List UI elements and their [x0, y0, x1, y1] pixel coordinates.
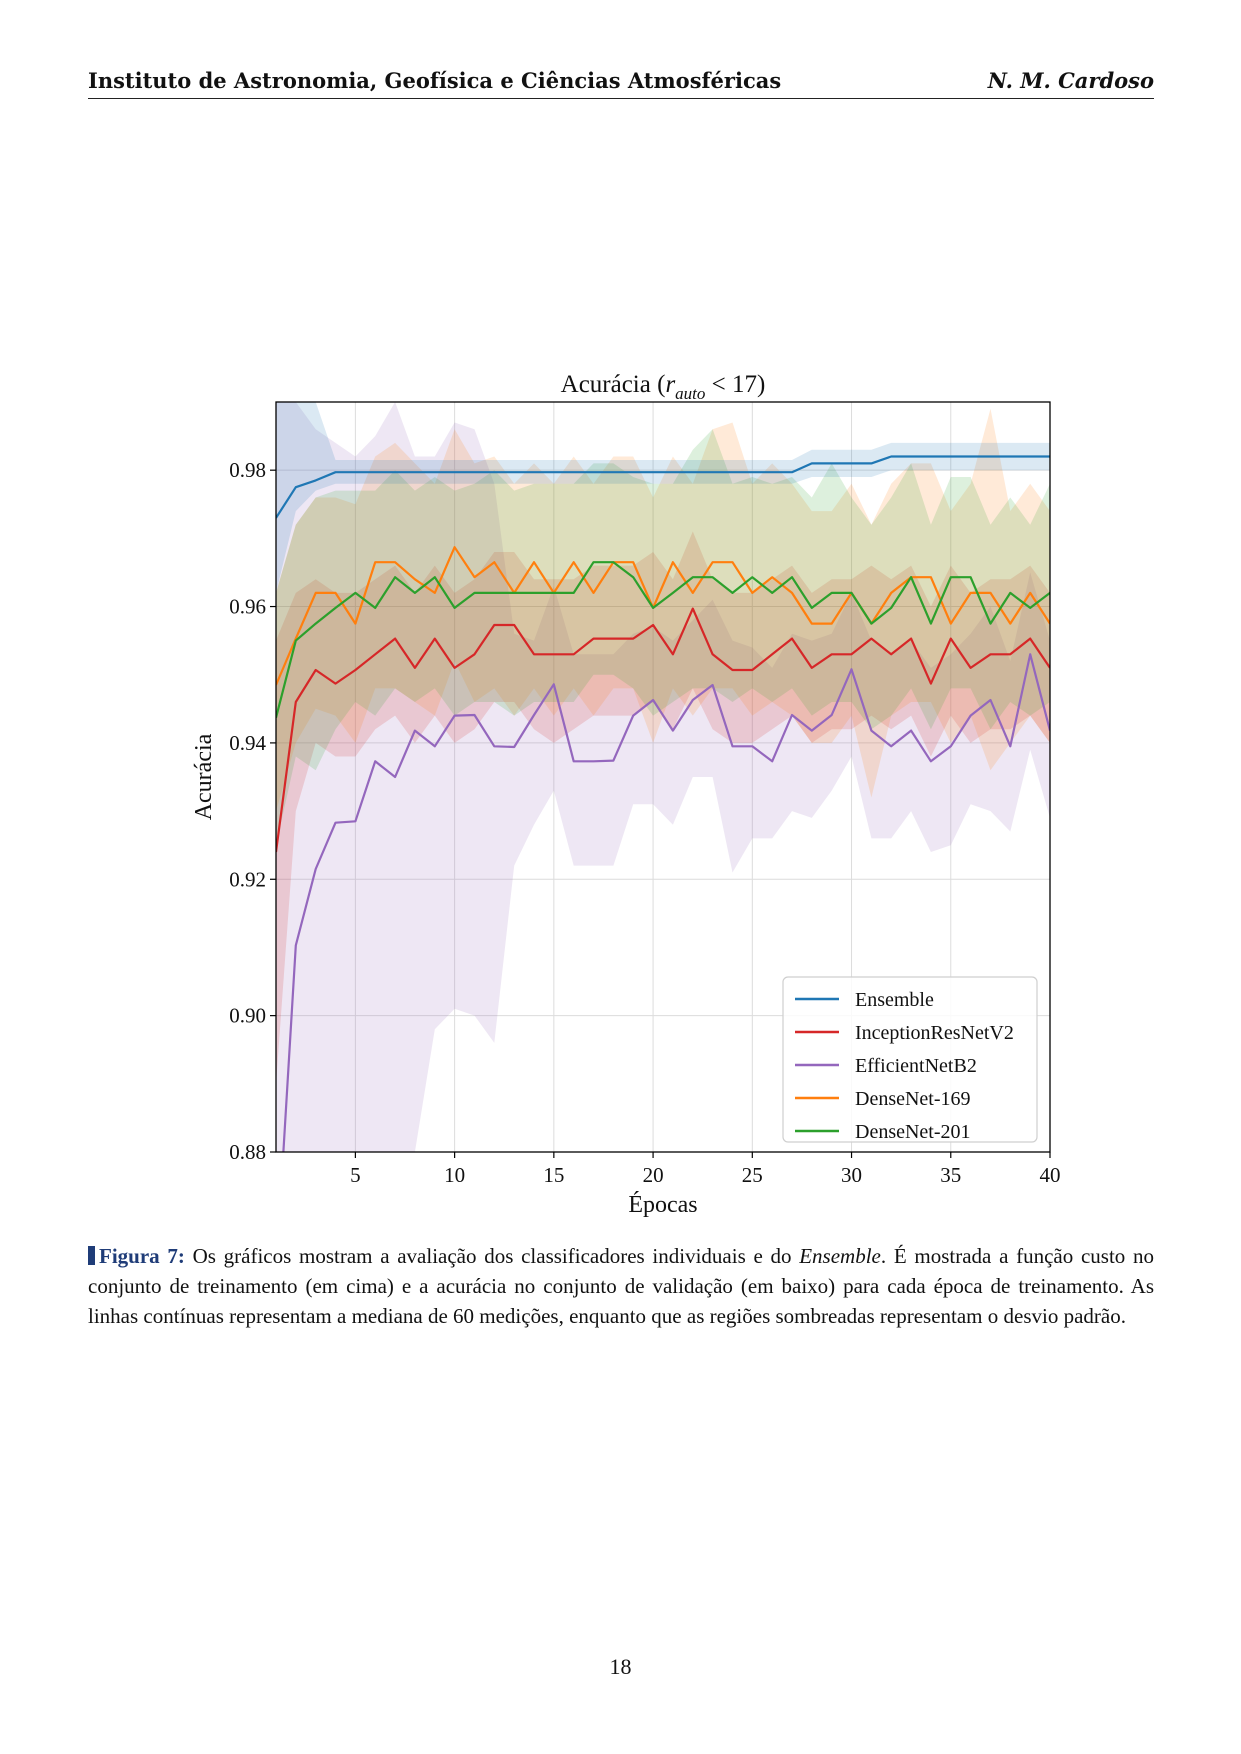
page-number: 18: [609, 1654, 632, 1679]
accuracy-chart: Acurácia (rauto < 17) 5 10 15 20 25 30 35 40 0.8…: [191, 371, 1061, 1218]
caption-marker: [88, 1246, 95, 1265]
median-lines: [276, 455, 1050, 1152]
line-densenet-169: [276, 546, 1050, 686]
figure-caption: Figura 7: Os gráficos mostram a avaliaçã…: [88, 1241, 1154, 1331]
line-densenet-201: [276, 561, 1050, 718]
line-ensemble: [276, 455, 1050, 519]
caption-text-end: . É mostrada a função custo no conjunto …: [88, 1244, 1154, 1328]
x-tick-label: 35: [940, 1163, 961, 1187]
band-densenet-169: [276, 408, 1050, 812]
band-inceptionresnetv2: [276, 531, 1050, 1084]
line-efficientnetb2: [282, 653, 1050, 1152]
legend-label-densenet-201: DenseNet-201: [855, 1121, 971, 1143]
caption-emphasis: Ensemble: [799, 1244, 881, 1268]
y-tick-label: 0.94: [229, 731, 266, 755]
legend-label-efficientnetb2: EfficientNetB2: [855, 1055, 977, 1077]
legend-label-inceptionresnetv2: InceptionResNetV2: [855, 1022, 1014, 1044]
running-header: Instituto de Astronomia, Geofísica e Ciê…: [88, 66, 1154, 99]
y-tick-label: 0.92: [229, 867, 266, 891]
caption-text-start: Os gráficos mostram a avaliação dos clas…: [184, 1244, 800, 1268]
caption-label: Figura 7:: [99, 1244, 185, 1268]
x-tick-label: 15: [543, 1163, 564, 1187]
header-author: N. M. Cardoso: [987, 68, 1154, 93]
line-inceptionresnetv2: [276, 607, 1050, 853]
legend-label-ensemble: Ensemble: [855, 989, 934, 1011]
x-tick-label: 25: [742, 1163, 763, 1187]
header-institution: Instituto de Astronomia, Geofísica e Ciê…: [88, 68, 782, 93]
std-bands: [276, 402, 1050, 1152]
legend: Ensemble InceptionResNetV2 EfficientNetB2 D…: [782, 976, 1038, 1143]
x-tick-label: 10: [444, 1163, 465, 1187]
legend-box: [782, 976, 1038, 1143]
x-axis-label: Épocas: [628, 1192, 697, 1218]
y-tick-label: 0.98: [229, 458, 266, 482]
band-efficientnetb2: [276, 402, 1050, 1152]
x-tick-label: 30: [841, 1163, 862, 1187]
x-tick-label: 5: [350, 1163, 361, 1187]
band-densenet-201: [276, 429, 1050, 846]
band-ensemble: [276, 402, 1050, 593]
y-tick-label: 0.88: [229, 1140, 266, 1164]
axis-ticks: 5 10 15 20 25 30 35 40 0.88 0.90 0.92 0.94 0.96 0.98: [229, 458, 1060, 1187]
chart-title: Acurácia (rauto < 17): [561, 371, 766, 403]
legend-label-densenet-169: DenseNet-169: [855, 1088, 971, 1110]
x-tick-label: 40: [1040, 1163, 1061, 1187]
y-tick-label: 0.90: [229, 1004, 266, 1028]
x-tick-label: 20: [643, 1163, 664, 1187]
y-tick-label: 0.96: [229, 595, 266, 619]
y-axis-label: Acurácia: [191, 733, 217, 820]
plot-frame: [275, 401, 1051, 1153]
